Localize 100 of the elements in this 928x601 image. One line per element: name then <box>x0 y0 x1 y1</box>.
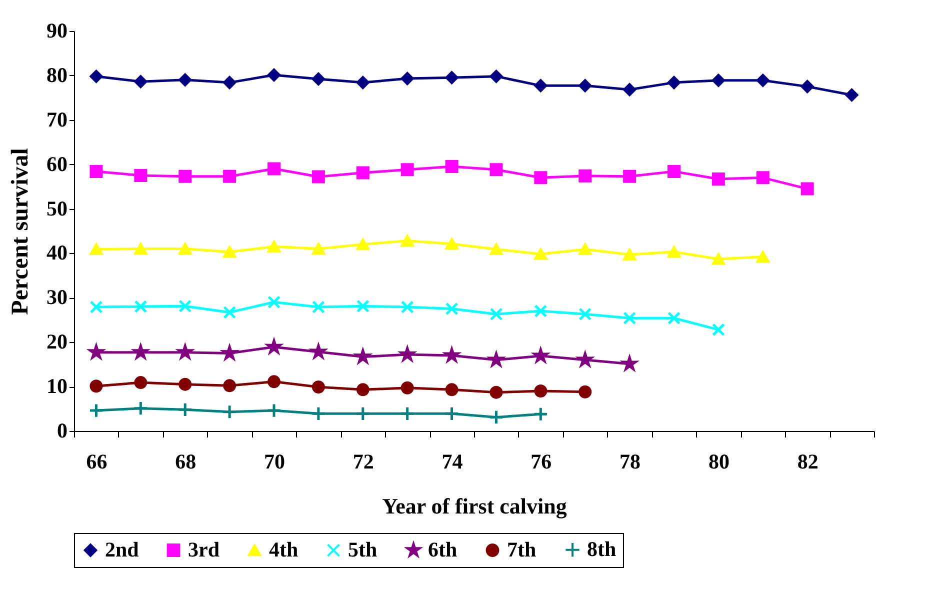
x-tick-label: 66 <box>86 450 108 474</box>
y-tick-label: 0 <box>57 418 68 442</box>
legend-label: 2nd <box>105 537 140 562</box>
point <box>623 170 636 183</box>
legend-label: 8th <box>587 536 616 561</box>
point <box>578 79 592 92</box>
point <box>712 172 725 186</box>
point <box>534 384 548 398</box>
x-tick-label: 68 <box>175 450 196 474</box>
point <box>578 243 592 256</box>
x-tick-label: 80 <box>708 450 730 474</box>
point <box>444 406 460 422</box>
point <box>268 240 280 252</box>
y-axis-title: Percent survival <box>8 148 34 315</box>
point <box>400 300 414 314</box>
point <box>534 79 548 92</box>
point <box>400 163 414 176</box>
point <box>445 238 458 250</box>
point <box>668 164 680 178</box>
point <box>178 242 192 255</box>
point <box>88 403 104 418</box>
point <box>134 75 148 88</box>
point <box>578 169 592 182</box>
point <box>90 380 103 393</box>
point <box>445 160 458 174</box>
point <box>534 248 548 260</box>
legend-label: 7th <box>507 537 536 562</box>
point <box>266 403 282 418</box>
point <box>90 164 103 178</box>
point <box>90 70 103 83</box>
point <box>178 300 192 313</box>
point <box>223 170 236 183</box>
point <box>445 383 458 396</box>
point <box>400 72 414 86</box>
point <box>445 71 458 84</box>
point <box>845 88 858 102</box>
point <box>490 243 503 256</box>
point <box>356 166 370 180</box>
point <box>800 182 814 196</box>
point <box>534 171 548 184</box>
x-tick-label: 72 <box>352 450 374 474</box>
point <box>268 68 280 82</box>
point <box>534 304 548 318</box>
point <box>90 243 103 256</box>
point <box>533 406 548 422</box>
y-tick-label: 80 <box>46 62 68 87</box>
point <box>268 296 280 309</box>
point <box>178 170 192 183</box>
point <box>178 73 192 86</box>
point <box>668 76 680 90</box>
point <box>90 300 103 314</box>
point <box>312 170 325 184</box>
point <box>355 406 370 422</box>
point <box>623 83 636 96</box>
x-tick-label: 76 <box>530 450 552 474</box>
point <box>712 323 725 336</box>
point <box>134 242 148 255</box>
point <box>488 410 504 425</box>
point <box>312 300 325 314</box>
point <box>623 248 636 260</box>
point <box>134 376 148 390</box>
legend-label: 6th <box>428 537 458 562</box>
point <box>356 383 370 396</box>
point <box>490 308 503 321</box>
point <box>712 74 725 87</box>
point <box>178 378 192 391</box>
y-tick-label: 50 <box>46 196 68 220</box>
point <box>223 379 236 392</box>
point <box>490 70 503 83</box>
point <box>756 250 770 263</box>
legend-label: 5th <box>348 537 378 562</box>
point <box>400 234 414 247</box>
point <box>268 375 280 388</box>
point <box>756 171 770 184</box>
x-tick-label: 78 <box>620 450 641 474</box>
point <box>490 163 503 176</box>
point <box>400 381 414 394</box>
point <box>578 385 592 398</box>
point <box>578 308 592 321</box>
point <box>756 74 770 87</box>
x-tick-label: 70 <box>264 450 285 474</box>
point <box>400 406 415 422</box>
x-tick-label: 82 <box>797 450 818 474</box>
y-tick-label: 30 <box>46 285 68 310</box>
point <box>133 400 148 416</box>
point <box>445 302 458 316</box>
x-tick-label: 74 <box>442 450 464 474</box>
point <box>490 386 503 399</box>
point <box>312 242 325 255</box>
point <box>712 253 725 265</box>
point <box>356 238 370 250</box>
point <box>178 402 193 418</box>
point <box>668 312 680 325</box>
point <box>623 312 636 325</box>
y-tick-label: 70 <box>46 107 68 132</box>
point <box>222 404 238 420</box>
point <box>356 76 370 90</box>
point <box>356 300 370 313</box>
y-tick-label: 40 <box>46 240 68 265</box>
legend-label: 3rd <box>188 537 220 562</box>
